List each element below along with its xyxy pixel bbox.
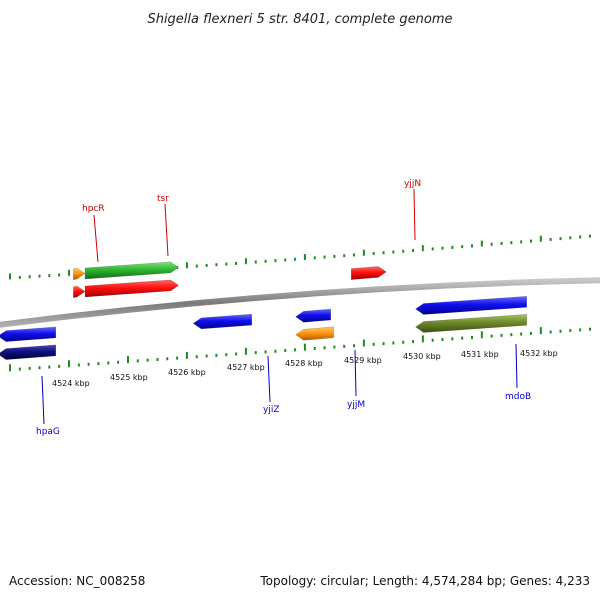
map-title: Shigella flexneri 5 str. 8401, complete … [147, 12, 452, 27]
leader-line-hpaG [41, 375, 45, 425]
gene-labels: hpcR tsr yjjN hpaG yjiZ yjjM mdoB [36, 179, 531, 437]
leader-line-yjjM [354, 349, 357, 397]
scale-label-4526: 4526 kbp [168, 368, 206, 377]
gene-label-yjjN[interactable]: yjjN [404, 179, 421, 189]
gene-label-hpaG[interactable]: hpaG [36, 427, 60, 437]
scale-label-4528: 4528 kbp [285, 359, 323, 368]
feature-arrow-green-3 [84, 261, 180, 280]
gene-arrow-yjjM [295, 308, 331, 323]
gene-label-tsr[interactable]: tsr [157, 194, 169, 204]
leader-line-hpcR [93, 214, 99, 263]
gene-label-hpcR[interactable]: hpcR [82, 204, 105, 214]
gene-label-yjiZ[interactable]: yjiZ [263, 405, 280, 415]
genome-backbone [0, 277, 600, 328]
scale-label-4530: 4530 kbp [403, 352, 441, 361]
scale-label-4524: 4524 kbp [52, 379, 90, 388]
gene-label-mdoB[interactable]: mdoB [505, 392, 531, 402]
leader-line-yjjN [413, 188, 416, 241]
scale-label-4532: 4532 kbp [520, 349, 558, 358]
gene-arrow-mdoB [415, 295, 527, 315]
feature-arrow-orange-9 [295, 326, 334, 341]
leader-line-mdoB [515, 343, 518, 389]
gene-arrow-hpaG [0, 326, 57, 342]
leader-line-yjiZ [267, 355, 271, 403]
gene-arrow-hpcR [73, 285, 86, 299]
scale-label-4525: 4525 kbp [110, 373, 148, 382]
feature-arrow-orange-1 [73, 267, 86, 281]
gene-arrow-yjiZ [192, 313, 253, 330]
feature-arrow-navy-6 [0, 344, 57, 360]
gene-arrow-tsr [84, 279, 180, 298]
gene-arrow-yjjN [350, 266, 387, 280]
scale-label-4527: 4527 kbp [227, 363, 265, 372]
scale-label-4531: 4531 kbp [461, 350, 499, 359]
scale-ticks [9, 234, 591, 372]
scale-label-4529: 4529 kbp [344, 356, 382, 365]
scale-labels: 4524 kbp 4525 kbp 4526 kbp 4527 kbp 4528… [52, 349, 558, 388]
leader-line-tsr [164, 203, 169, 257]
genome-summary-text: Topology: circular; Length: 4,574,284 bp… [260, 574, 590, 588]
feature-arrow-olive-11 [415, 313, 527, 333]
gene-label-yjjM[interactable]: yjjM [347, 400, 365, 410]
accession-text: Accession: NC_008258 [9, 574, 146, 588]
feature-track [0, 261, 527, 360]
